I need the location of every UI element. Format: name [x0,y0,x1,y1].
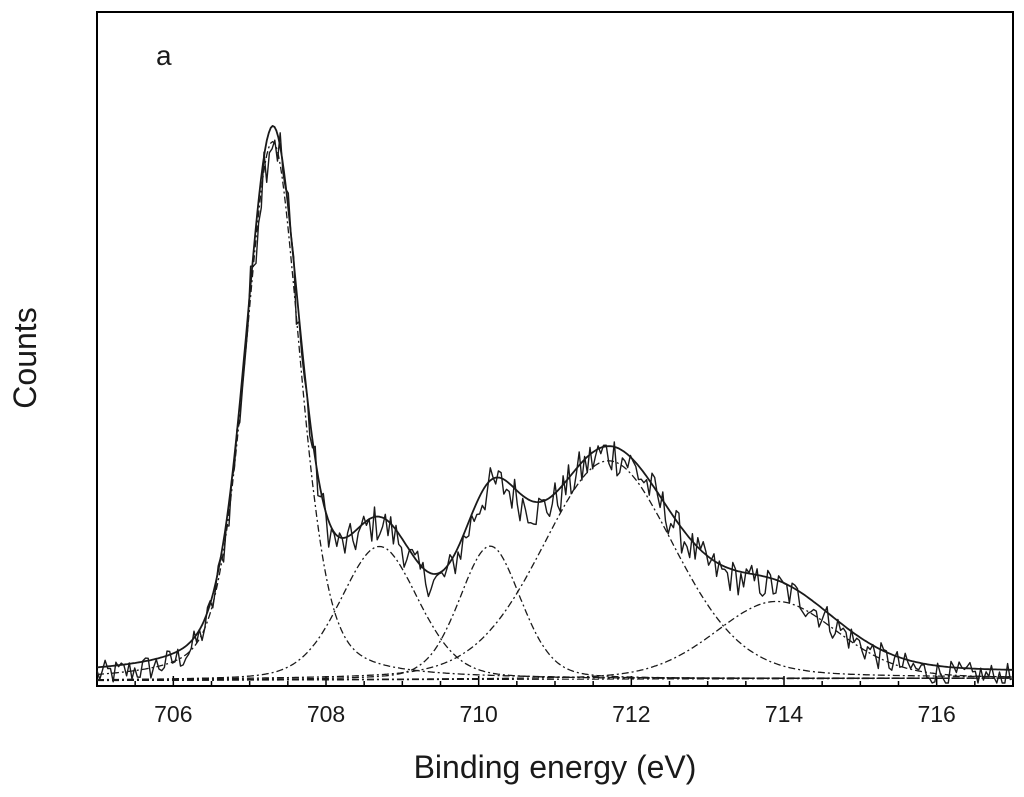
plot-frame [96,11,1014,687]
series-layer [96,125,1014,684]
component-4-curve [97,460,1013,681]
component-1-curve [96,140,1013,679]
component-5-curve [97,600,1013,682]
component-2-curve [96,545,1013,681]
x-tick-label: 716 [917,701,955,727]
background-line [97,677,1013,682]
x-tick-label: 708 [307,701,345,727]
x-tick-label: 712 [612,701,650,727]
x-ticks: 706 708 710 712 714 716 [96,676,1014,727]
panel-label: a [156,40,172,71]
x-tick-label: 706 [154,701,192,727]
x-axis-label: Binding energy (eV) [414,749,697,785]
x-tick-label: 710 [459,701,497,727]
x-tick-label: 714 [765,701,804,727]
component-3-curve [97,545,1013,681]
fit-envelope-curve [96,125,1013,671]
y-axis-label: Counts [7,307,43,408]
measured-curve [96,132,1014,684]
